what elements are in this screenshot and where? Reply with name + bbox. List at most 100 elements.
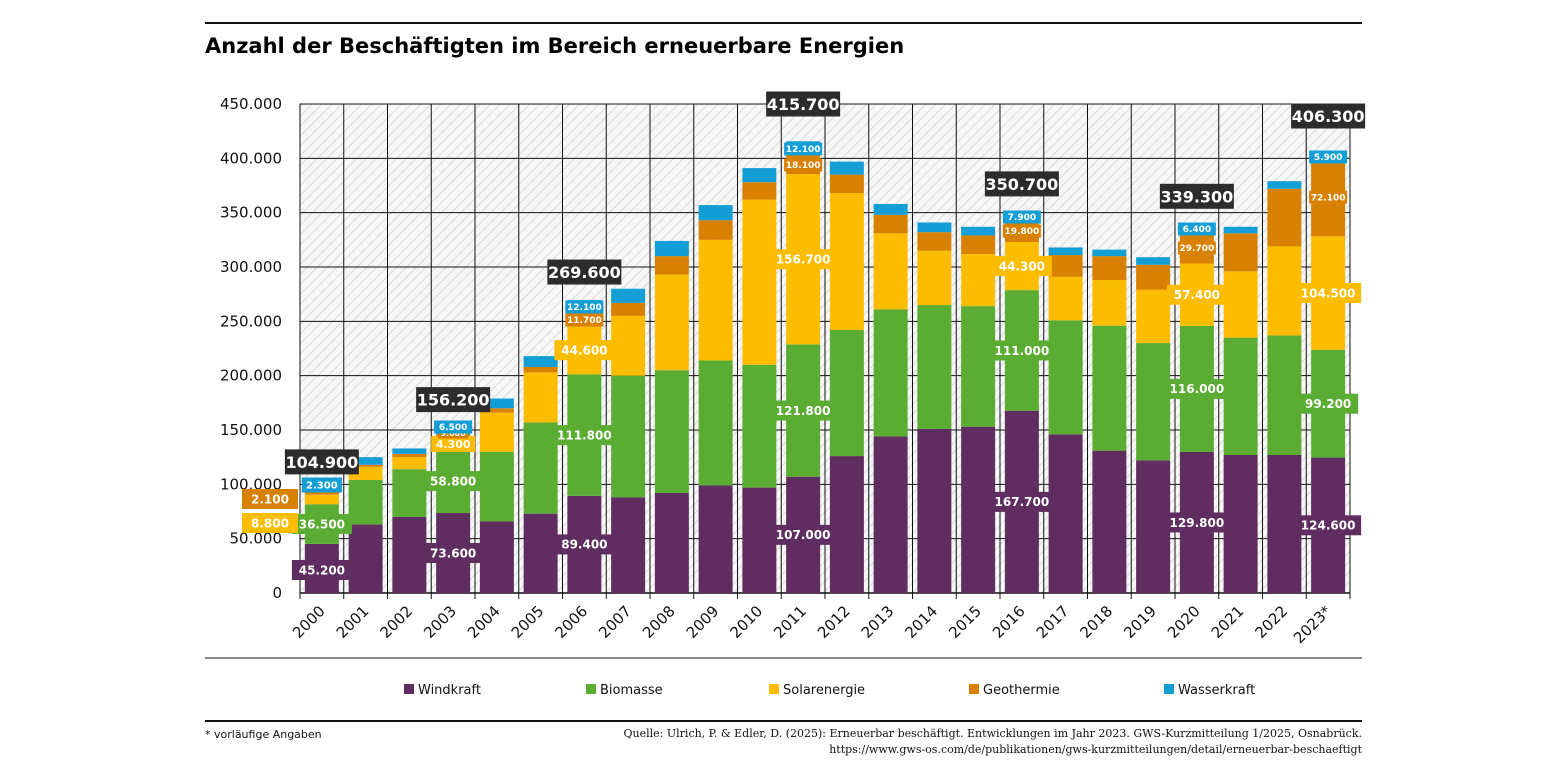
legend-swatch-windkraft (404, 684, 414, 694)
bar-segment-geothermie (1136, 264, 1171, 290)
total-label: 406.300 (1292, 107, 1365, 126)
x-tick-label: 2000 (289, 602, 329, 642)
data-label-bg (784, 142, 823, 156)
y-tick-label: 300.000 (220, 258, 282, 276)
bar-segment-geothermie (698, 220, 733, 240)
bar-segment-geothermie (961, 235, 996, 254)
total-label: 415.700 (767, 95, 840, 114)
data-label: 167.700 (995, 495, 1050, 509)
bar-segment-windkraft (698, 485, 733, 593)
bar-segment-windkraft (829, 456, 864, 593)
bar-segment-wasserkraft (348, 457, 383, 465)
data-label-bg (242, 489, 298, 509)
data-label: 2.100 (251, 492, 289, 506)
bar-segment-geothermie (392, 453, 427, 458)
bar-segment-wasserkraft (1267, 181, 1302, 189)
bar-segment-biomasse (829, 330, 864, 457)
data-label-bg (1295, 283, 1362, 304)
bar-segment-solarenergie (304, 494, 339, 505)
total-label-bg (416, 387, 491, 413)
bar-segment-wasserkraft (829, 161, 864, 175)
bar-segment-biomasse (654, 370, 689, 494)
data-label-bg (1295, 515, 1362, 536)
total-label-bg (1291, 103, 1366, 129)
data-label: 18.100 (786, 161, 821, 171)
data-label: 5.900 (1314, 153, 1342, 163)
x-tick-label: 2005 (508, 602, 548, 642)
data-label-bg (1166, 284, 1227, 305)
data-label: 57.400 (1174, 288, 1220, 302)
x-tick-label: 2002 (376, 602, 416, 642)
x-tick-label: 2020 (1164, 602, 1204, 642)
bar-segment-biomasse (1267, 335, 1302, 455)
bar-segment-geothermie (479, 408, 514, 413)
bar-segment-wasserkraft (523, 356, 558, 367)
bar-segment-wasserkraft (1223, 226, 1258, 234)
bar-segment-wasserkraft (479, 398, 514, 409)
data-label: 111.800 (557, 428, 612, 442)
total-labels: 104.900 156.200 269.600 415.700 350.700 339.3… (284, 91, 1366, 475)
x-tick-label: 2009 (683, 602, 723, 642)
x-tick-label: 2018 (1076, 602, 1116, 642)
data-label: 6.500 (439, 423, 467, 433)
data-label-bg (565, 313, 604, 327)
bar-segment-windkraft (348, 524, 383, 593)
source-line-2: https://www.gws-os.com/de/publikationen/… (829, 743, 1362, 756)
data-labels: 45.200 73.600 89.400 107.000 167.700 129.800 1… (242, 142, 1362, 580)
data-label-bg (784, 158, 823, 172)
data-label: 107.000 (776, 528, 831, 542)
y-tick-label: 100.000 (220, 475, 282, 493)
data-label: 12.100 (786, 145, 821, 155)
total-label: 269.600 (548, 263, 621, 282)
legend-label-biomasse: Biomasse (600, 683, 663, 698)
bar-segment-geothermie (523, 366, 558, 373)
total-label: 350.700 (985, 175, 1058, 194)
bar-segment-solarenergie (654, 274, 689, 371)
bar-segment-geothermie (829, 174, 864, 194)
bar-segment-wasserkraft (1136, 257, 1171, 265)
y-tick-label: 200.000 (220, 367, 282, 385)
y-tick-label: 400.000 (220, 149, 282, 167)
total-label: 104.900 (285, 453, 358, 472)
legend-swatch-wasserkraft (1164, 684, 1174, 694)
data-label: 116.000 (1170, 382, 1225, 396)
data-label-bg (551, 425, 618, 446)
x-tick-label: 2008 (639, 602, 679, 642)
bar-segment-geothermie (917, 232, 952, 251)
data-label: 58.800 (430, 474, 476, 488)
x-tick-label: 2004 (464, 602, 504, 642)
data-label: 12.100 (567, 303, 602, 313)
bar-segment-wasserkraft (873, 203, 908, 215)
data-label-bg (565, 300, 604, 314)
data-label-bg (242, 513, 298, 533)
x-tick-label: 2003 (420, 602, 460, 642)
data-label: 129.800 (1170, 516, 1225, 530)
data-label: 8.800 (251, 516, 289, 530)
y-tick-label: 350.000 (220, 204, 282, 222)
total-label: 156.200 (417, 391, 490, 410)
y-tick-label: 0 (272, 584, 282, 602)
bar-segment-biomasse (742, 364, 777, 488)
bar-segment-biomasse (348, 479, 383, 525)
bar-segment-biomasse (392, 469, 427, 517)
bar-segment-wasserkraft (1048, 247, 1083, 256)
legend-swatch-geothermie (969, 684, 979, 694)
bar-segment-windkraft (611, 497, 646, 593)
bar-segment-windkraft (917, 428, 952, 593)
x-tick-label: 2017 (1033, 602, 1073, 642)
bar-segment-biomasse (1048, 320, 1083, 435)
bar-segment-biomasse (698, 360, 733, 486)
data-label-bg (988, 491, 1055, 512)
x-tick-label: 2006 (551, 602, 591, 642)
bar-segment-wasserkraft (654, 240, 689, 257)
x-tick-label: 2001 (333, 602, 373, 642)
data-label: 4.300 (436, 438, 471, 451)
bar-segment-solarenergie (1223, 271, 1258, 338)
x-tick-label: 2022 (1251, 602, 1291, 642)
data-label-bg (291, 560, 352, 580)
bar-segment-geothermie (742, 182, 777, 200)
footnote: * vorläufige Angaben (205, 728, 322, 741)
data-label: 121.800 (776, 404, 831, 418)
data-label-bg (988, 340, 1055, 361)
total-label-bg (284, 449, 359, 475)
